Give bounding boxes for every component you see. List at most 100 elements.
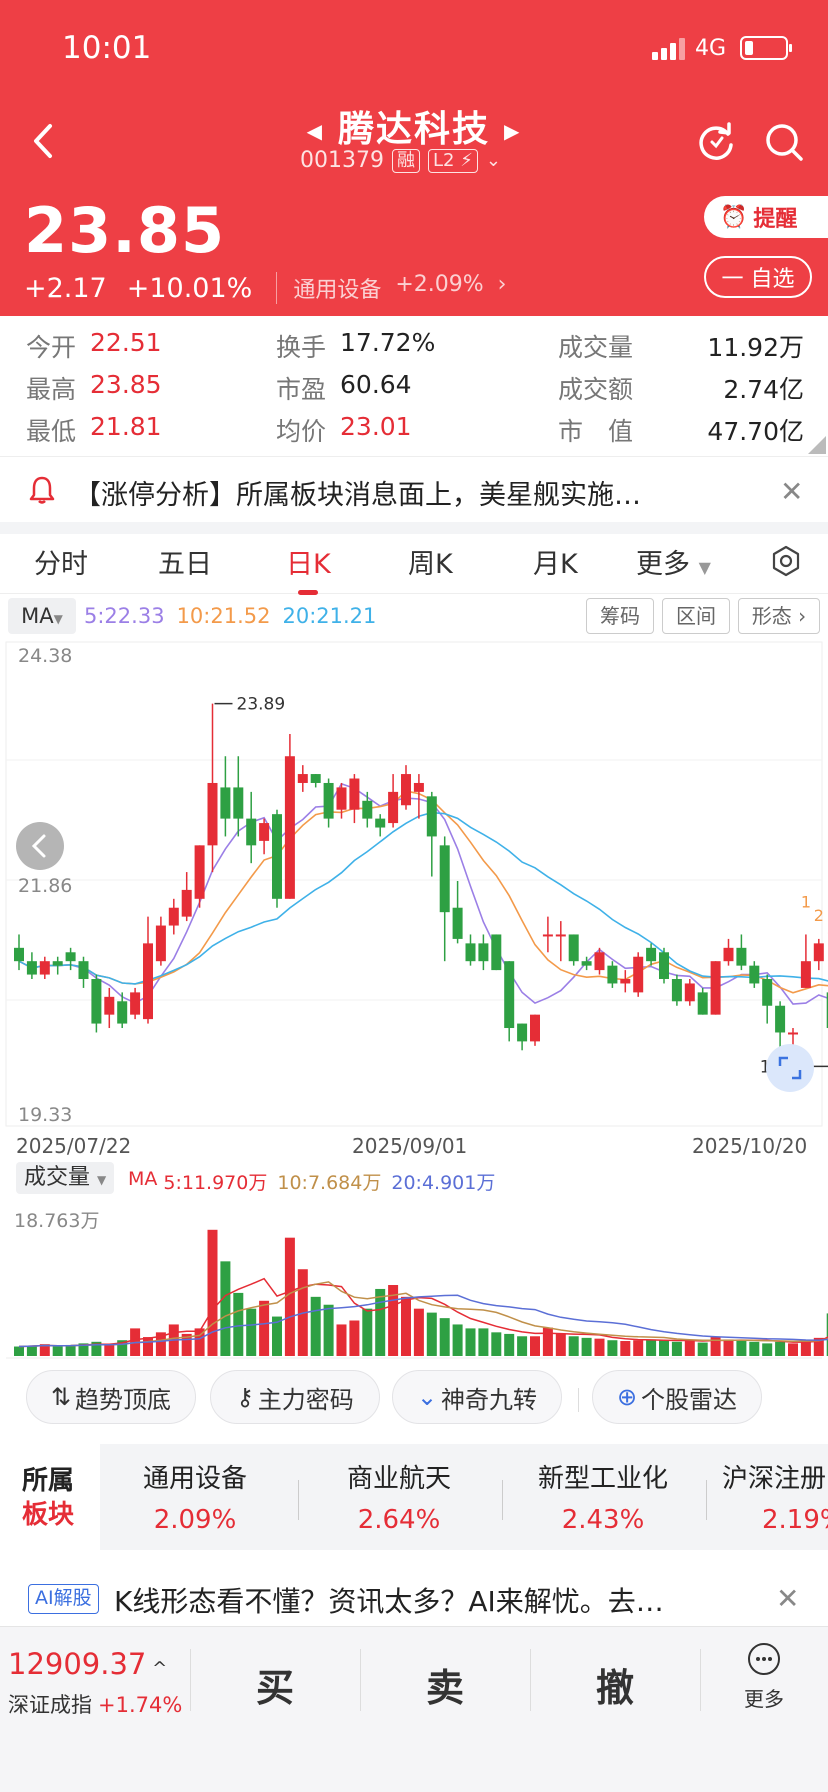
volume-bar [155,1332,166,1356]
fullscreen-button[interactable] [766,1044,814,1092]
candle [736,934,747,971]
volume-bar [26,1345,37,1356]
news-banner[interactable]: 【涨停分析】所属板块消息面上，美星舰实施… ✕ [0,456,828,522]
close-icon[interactable]: ✕ [780,475,804,508]
candle [362,791,373,828]
tab-monthly-k[interactable]: 月K [533,549,578,580]
volume-selector[interactable]: 成交量 ▼ [16,1162,115,1194]
search-icon[interactable] [762,120,806,164]
main-force-code-chip[interactable]: ⚷ 主力密码 [210,1370,380,1424]
stat-value: 22.51 [90,328,162,357]
candle [504,961,515,1042]
sectors-label: 所属 板块 [22,1464,74,1532]
stock-name: 腾达科技 [337,109,490,150]
alarm-clock-icon: ⏰ [720,204,748,230]
candle [130,987,141,1020]
volume-bar [710,1337,721,1356]
sector-item-clip: 沪深注册 2.19% [712,1444,828,1550]
candle [671,974,682,1006]
sort-arrows-icon: ⇅ [50,1383,72,1411]
x-label-mid: 2025/09/01 [352,1134,467,1158]
sector-item[interactable]: 商业航天 2.64% [304,1458,494,1535]
news-text: 【涨停分析】所属板块消息面上，美星舰实施… [74,480,641,511]
candle [220,756,231,837]
prev-stock-icon[interactable]: ◀ [306,119,324,143]
sector-item-name: 新型工业化 [537,1464,668,1494]
stock-header: ◀ 腾达科技 ▶ 001379 融 L2 ⚡ ⌄ 23.85 +2.17 +10.0… [0,100,828,316]
index-value[interactable]: 12909.37 ^ [8,1647,167,1681]
buy-button[interactable]: 买 [256,1666,295,1710]
volume-chart[interactable]: 成交量 ▼ MA 5:11.970万 10:7.684万 20:4.901万 1… [0,1160,828,1360]
candlestick-chart[interactable]: 123456BTT 24.38 21.86 19.33 2025/07/22 2… [0,640,828,1160]
volume-bar [813,1337,824,1356]
volume-bar [323,1304,334,1356]
chart-settings-icon[interactable] [770,545,802,577]
refresh-icon[interactable] [694,120,738,164]
sector-item[interactable]: 新型工业化 2.43% [508,1458,698,1535]
stock-radar-chip[interactable]: ⊕ 个股雷达 [592,1370,762,1424]
volume-bar [194,1328,205,1356]
candle [14,934,24,971]
bottom-divider [700,1649,701,1711]
volume-bar [181,1333,192,1356]
cancel-order-button[interactable]: 撤 [596,1666,635,1710]
more-chat-icon[interactable] [746,1641,782,1677]
tab-intraday[interactable]: 分时 [34,549,88,580]
sector-link[interactable]: 通用设备 +2.09% › [276,272,506,304]
bottom-trade-bar: 12909.37 ^ 深证成指 +1.74% 买 卖 撤 更多 [0,1626,828,1792]
sector-name: 通用设备 [293,278,382,303]
volume-ma-legend: MA 5:11.970万 10:7.684万 20:4.901万 [128,1168,495,1195]
ai-text: K线形态看不懂？资讯太多？AI来解忧。去… [114,1585,664,1618]
volume-bar [362,1308,373,1356]
volume-bar [117,1340,128,1356]
tab-five-day[interactable]: 五日 [158,549,212,580]
magic-nine-chip[interactable]: ⌄ 神奇九转 [392,1370,562,1424]
volume-bar [736,1340,747,1356]
candle [517,1023,528,1051]
y-label-bottom: 19.33 [18,1104,72,1126]
pattern-button[interactable]: 形态 › [738,598,820,634]
remind-button[interactable]: ⏰ 提醒 [704,196,828,238]
trend-top-bottom-chip[interactable]: ⇅ 趋势顶底 [26,1370,196,1424]
watchlist-button[interactable]: 一 自选 [704,256,812,298]
sectors-label-line1: 所属 [22,1466,75,1496]
chip-distribution-button[interactable]: 筹码 [586,598,654,634]
stat-value: 2.74亿 [723,375,804,404]
candle [401,765,411,810]
close-icon[interactable]: ✕ [776,1582,800,1615]
ma-selector[interactable]: MA▼ [8,598,76,634]
candle [491,934,502,971]
tab-more[interactable]: 更多 ▼ [636,542,711,581]
volume-bar [775,1341,786,1356]
ma-values: 5:22.33 10:21.52 20:21.21 [84,604,376,628]
candle [710,961,721,1015]
chevron-down-icon[interactable]: ⌄ [485,150,501,171]
sector-item-pct: 2.09% [153,1505,237,1535]
next-stock-icon[interactable]: ▶ [504,119,522,143]
volume-bar [542,1327,553,1356]
index-value-text: 12909.37 [8,1647,147,1681]
back-arrow-icon[interactable] [24,116,64,166]
candle [788,1028,798,1046]
sector-item[interactable]: 通用设备 2.09% [100,1458,290,1535]
candle [336,782,347,819]
ai-banner[interactable]: AI解股 K线形态看不懂？资讯太多？AI来解忧。去… ✕ [0,1574,828,1634]
candle [104,987,115,1029]
signal-marks: 123456BTT [801,893,828,939]
candle [530,1014,540,1046]
index-name-row: 深证成指 +1.74% [8,1689,182,1719]
sell-button[interactable]: 卖 [426,1666,465,1710]
tab-daily-k[interactable]: 日K [286,542,331,595]
expand-corner-icon[interactable] [808,436,826,454]
range-button[interactable]: 区间 [662,598,730,634]
candle [697,987,708,1015]
more-label[interactable]: 更多 [744,1687,784,1711]
stat-label: 换手 [276,333,327,362]
sector-item[interactable]: 沪深注册 2.19% [722,1458,828,1535]
tab-weekly-k[interactable]: 周K [408,549,453,580]
volume-bar [220,1261,231,1356]
scroll-left-button[interactable] [16,822,64,870]
candle [349,774,360,824]
volume-bar [620,1341,631,1356]
level2-tag[interactable]: L2 ⚡ [427,148,478,173]
